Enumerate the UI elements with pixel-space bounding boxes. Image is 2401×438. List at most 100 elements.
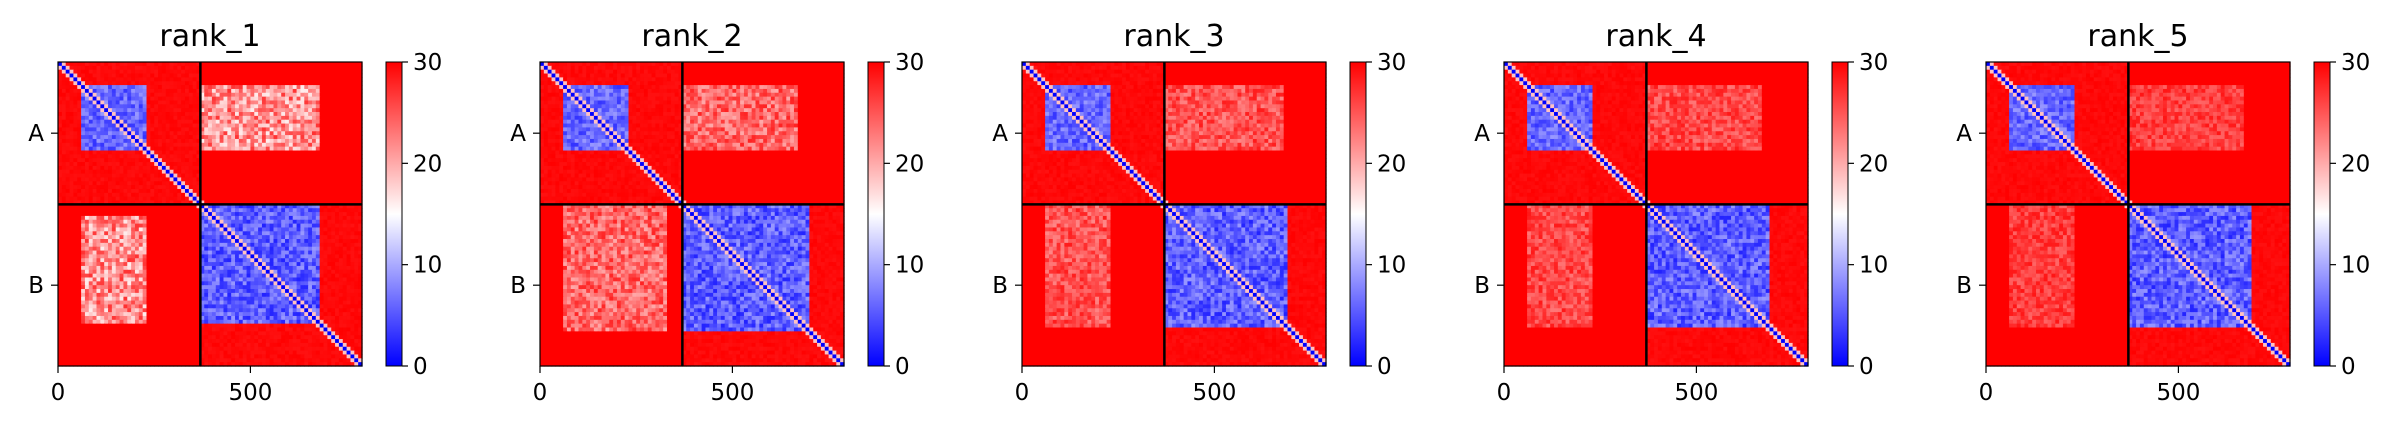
heatmap-cell	[138, 69, 144, 75]
heatmap-cell	[219, 242, 225, 248]
heatmap-cell	[169, 200, 175, 205]
heatmap-cell	[184, 231, 190, 236]
heatmap-cell	[327, 138, 332, 144]
heatmap-cell	[296, 154, 302, 159]
heatmap-cell	[61, 269, 67, 275]
heatmap-cell	[104, 208, 109, 213]
heatmap-cell	[100, 281, 105, 286]
heatmap-cell	[111, 65, 117, 71]
heatmap-cell	[285, 242, 290, 248]
heatmap-cell	[73, 254, 78, 259]
heatmap-cell	[119, 73, 125, 78]
heatmap-cell	[146, 239, 151, 244]
heatmap-cell	[77, 154, 82, 159]
heatmap-cell	[338, 192, 344, 198]
heatmap-cell	[134, 292, 140, 298]
heatmap-cell	[319, 204, 325, 209]
heatmap-cell	[196, 231, 201, 236]
heatmap-cell	[335, 119, 340, 125]
heatmap-cell	[335, 81, 340, 86]
heatmap-cell	[108, 223, 113, 229]
heatmap-cell	[215, 281, 221, 286]
heatmap-cell	[158, 212, 163, 217]
heatmap-cell	[127, 150, 132, 155]
heatmap-cell	[350, 104, 355, 109]
heatmap-cell	[346, 135, 352, 140]
heatmap-cell	[342, 146, 348, 152]
heatmap-cell	[323, 265, 328, 271]
heatmap-cell	[108, 285, 113, 290]
heatmap-cell	[342, 81, 348, 86]
heatmap-cell	[196, 227, 201, 232]
heatmap-cell	[250, 273, 255, 279]
heatmap-cell	[161, 169, 167, 175]
heatmap-cell	[300, 188, 305, 194]
heatmap-cell	[196, 277, 201, 282]
heatmap-cell	[165, 292, 171, 298]
heatmap-cell	[219, 135, 225, 140]
heatmap-cell	[315, 258, 321, 263]
heatmap-cell	[61, 127, 67, 132]
heatmap-cell	[61, 165, 67, 171]
heatmap-cell	[296, 281, 302, 286]
heatmap-cell	[350, 231, 355, 236]
heatmap-cell	[96, 289, 101, 294]
heatmap-cell	[235, 196, 240, 202]
heatmap-cell	[138, 223, 144, 229]
heatmap-cell	[358, 231, 363, 236]
heatmap-cell	[258, 239, 263, 244]
heatmap-cell	[184, 227, 190, 232]
heatmap-cell	[261, 185, 267, 190]
heatmap-cell	[354, 119, 359, 125]
heatmap-cell	[292, 100, 298, 105]
heatmap-cell	[181, 92, 186, 98]
heatmap-cell	[323, 300, 328, 306]
heatmap-cell	[258, 135, 263, 140]
heatmap-cell	[204, 239, 209, 244]
heatmap-cell	[254, 146, 259, 152]
heatmap-cell	[354, 227, 359, 232]
heatmap-cell	[192, 235, 198, 240]
heatmap-cell	[223, 108, 228, 113]
heatmap-cell	[200, 300, 205, 306]
heatmap-cell	[81, 150, 86, 155]
heatmap-cell	[161, 265, 167, 271]
heatmap-cell	[200, 200, 205, 205]
heatmap-cell	[254, 188, 259, 194]
heatmap-cell	[65, 154, 71, 159]
heatmap-cell	[134, 265, 140, 271]
heatmap-cell	[288, 231, 294, 236]
heatmap-cell	[81, 289, 86, 294]
heatmap-cell	[327, 223, 332, 229]
heatmap-cell	[292, 173, 298, 179]
heatmap-cell	[77, 158, 82, 163]
heatmap-cell	[158, 246, 163, 252]
heatmap-cell	[358, 119, 363, 125]
heatmap-cell	[215, 296, 221, 302]
heatmap-cell	[258, 185, 263, 190]
heatmap-cell	[304, 127, 309, 132]
heatmap-cell	[146, 227, 151, 232]
heatmap-cell	[165, 215, 171, 221]
heatmap-cell	[111, 292, 117, 298]
heatmap-cell	[311, 204, 317, 209]
heatmap-cell	[215, 92, 221, 98]
heatmap-cell	[231, 281, 236, 286]
heatmap-cell	[181, 196, 186, 202]
heatmap-cell	[277, 92, 282, 98]
heatmap-cell	[173, 73, 178, 78]
heatmap-cell	[358, 269, 363, 275]
heatmap-cell	[177, 219, 182, 225]
heatmap-cell	[111, 219, 117, 225]
heatmap-cell	[77, 239, 82, 244]
heatmap-cell	[88, 154, 94, 159]
heatmap-cell	[261, 215, 267, 221]
heatmap-cell	[327, 112, 332, 117]
heatmap-cell	[335, 289, 340, 294]
heatmap-cell	[165, 127, 171, 132]
heatmap-cell	[96, 123, 101, 129]
heatmap-cell	[315, 204, 321, 209]
heatmap-cell	[261, 169, 267, 175]
heatmap-cell	[119, 112, 125, 117]
heatmap-cell	[73, 200, 78, 205]
